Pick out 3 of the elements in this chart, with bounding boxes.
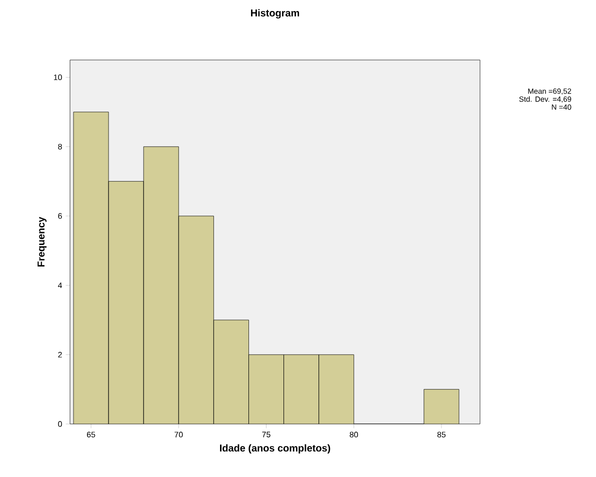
x-axis-title: Idade (anos completos) bbox=[220, 444, 330, 454]
chart-title: Histogram bbox=[251, 9, 300, 18]
y-axis-title: Frequency bbox=[38, 216, 47, 267]
